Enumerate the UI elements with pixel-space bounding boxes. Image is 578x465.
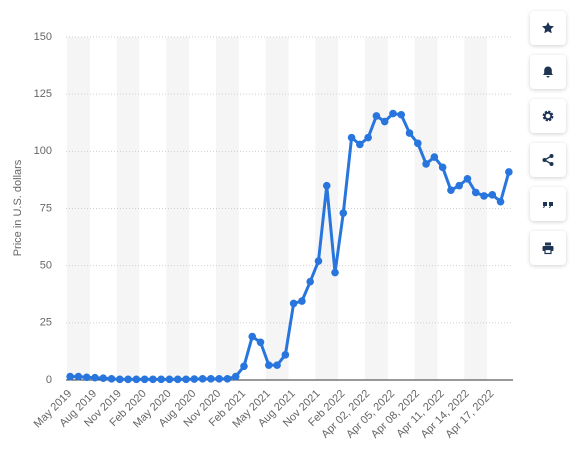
point <box>132 375 141 384</box>
point <box>306 277 314 286</box>
point <box>438 163 447 172</box>
point <box>107 375 116 383</box>
point <box>471 188 480 197</box>
y-tick-label: 25 <box>40 317 52 329</box>
point <box>414 139 422 148</box>
point <box>66 372 74 381</box>
point <box>74 372 83 381</box>
notification-button[interactable] <box>530 55 566 89</box>
point <box>281 351 290 359</box>
point <box>231 372 240 381</box>
point <box>99 374 108 382</box>
point <box>256 338 265 347</box>
point <box>447 186 455 195</box>
point <box>91 373 99 382</box>
point <box>364 133 372 142</box>
y-tick-label: 50 <box>40 260 52 272</box>
point <box>397 110 406 119</box>
cite-button[interactable] <box>530 187 566 221</box>
y-tick-label: 0 <box>46 374 52 386</box>
point <box>322 181 331 190</box>
stripe <box>315 37 339 380</box>
point <box>140 375 149 384</box>
y-tick-label: 125 <box>34 88 52 100</box>
point <box>389 109 397 118</box>
point <box>372 112 381 120</box>
point <box>182 375 190 384</box>
point <box>223 375 232 383</box>
point <box>480 192 488 200</box>
chart: Price in U.S. dollars 0255075100125150Ma… <box>12 31 513 441</box>
point <box>314 257 323 265</box>
favorite-button[interactable] <box>530 11 566 45</box>
point <box>149 375 157 384</box>
point <box>248 332 257 341</box>
point <box>240 362 248 371</box>
y-tick-label: 75 <box>40 202 52 214</box>
point <box>265 361 273 369</box>
point <box>422 160 430 168</box>
point <box>116 375 124 384</box>
share-button[interactable] <box>530 143 566 177</box>
point <box>339 209 348 217</box>
point <box>273 361 281 369</box>
point <box>488 190 497 199</box>
settings-button[interactable] <box>530 99 566 133</box>
point <box>165 375 174 384</box>
point <box>380 117 389 126</box>
point <box>463 174 472 183</box>
stripe <box>265 37 289 380</box>
point <box>505 168 513 176</box>
stripe <box>116 37 140 380</box>
stripe <box>216 37 239 380</box>
point <box>207 375 215 383</box>
print-button[interactable] <box>530 231 566 265</box>
y-tick-label: 100 <box>34 145 52 157</box>
point <box>190 375 199 383</box>
point <box>405 129 414 137</box>
point <box>215 375 223 383</box>
point <box>347 133 356 142</box>
point <box>157 375 165 384</box>
point <box>289 299 298 308</box>
point <box>198 375 207 383</box>
point <box>496 197 505 206</box>
point <box>173 375 182 384</box>
point <box>331 268 339 277</box>
point <box>455 181 463 190</box>
point <box>356 140 364 149</box>
point <box>430 153 439 161</box>
stripe <box>464 37 488 380</box>
point <box>82 373 91 382</box>
y-axis-title: Price in U.S. dollars <box>12 159 24 256</box>
point <box>124 375 132 384</box>
y-tick-label: 150 <box>34 31 52 43</box>
point <box>298 297 306 305</box>
